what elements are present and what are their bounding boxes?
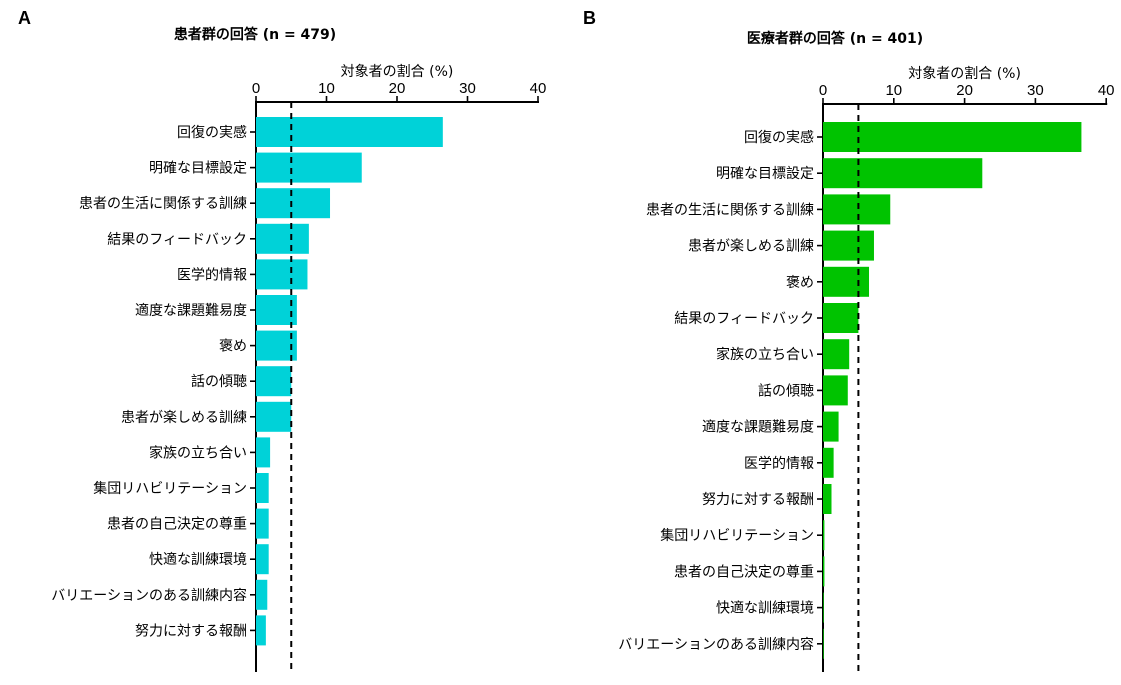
category-label-b-5: 結果のフィードバック: [674, 311, 814, 327]
bar-a-3: [256, 223, 309, 254]
bar-b-14: [823, 628, 824, 659]
category-label-b-4: 褒め: [786, 275, 814, 291]
bar-a-5: [256, 295, 297, 325]
x-tick-label-b-40: 40: [1098, 82, 1115, 99]
category-label-b-14: バリエーションのある訓練内容: [618, 636, 814, 653]
category-label-b-7: 話の傾聴: [758, 382, 814, 399]
bar-b-10: [823, 484, 832, 514]
bar-b-1: [823, 158, 983, 189]
bar-a-1: [256, 152, 362, 183]
bar-b-8: [823, 411, 839, 442]
category-label-b-3: 患者が楽しめる訓練: [688, 239, 814, 255]
bar-a-7: [256, 366, 292, 397]
category-label-b-6: 家族の立ち合い: [716, 346, 814, 363]
bar-b-12: [823, 556, 825, 587]
category-label-a-7: 話の傾聴: [191, 373, 247, 390]
bar-b-5: [823, 303, 859, 333]
bar-a-14: [256, 615, 266, 646]
x-tick-label-b-0: 0: [819, 82, 827, 99]
bar-a-12: [256, 544, 269, 575]
x-tick-label-a-30: 30: [459, 80, 476, 97]
category-label-b-11: 集団リハビリテーション: [660, 527, 814, 544]
x-tick-label-a-10: 10: [318, 80, 335, 97]
category-label-a-14: 努力に対する報酬: [135, 623, 247, 639]
category-label-b-9: 医学的情報: [744, 456, 814, 472]
bar-b-7: [823, 375, 848, 406]
bar-a-9: [256, 437, 271, 468]
category-label-a-13: バリエーションのある訓練内容: [51, 587, 247, 604]
x-tick-label-a-40: 40: [530, 80, 547, 97]
bar-b-4: [823, 266, 870, 297]
category-label-a-0: 回復の実感: [177, 124, 247, 141]
bar-b-9: [823, 447, 834, 478]
bar-b-0: [823, 122, 1082, 152]
category-label-a-12: 快適な訓練環境: [149, 551, 247, 568]
category-label-a-10: 集団リハビリテーション: [93, 480, 247, 497]
x-tick-label-a-20: 20: [389, 80, 406, 97]
bar-b-11: [823, 520, 825, 551]
category-label-b-13: 快適な訓練環境: [716, 600, 814, 617]
x-axis-title-b: 対象者の割合 (%): [908, 65, 1021, 82]
category-label-a-11: 患者の自己決定の尊重: [107, 516, 247, 533]
bar-b-6: [823, 339, 850, 370]
bar-a-2: [256, 188, 331, 219]
category-label-b-2: 患者の生活に関係する訓練: [646, 202, 814, 218]
x-tick-label-a-0: 0: [252, 80, 260, 97]
bar-a-13: [256, 579, 268, 610]
bar-b-2: [823, 194, 891, 225]
bar-b-13: [823, 592, 824, 623]
panel-title-a: 患者群の回答 (n = 479): [173, 27, 337, 43]
category-label-b-1: 明確な目標設定: [716, 166, 814, 182]
x-tick-label-b-20: 20: [956, 82, 973, 99]
bar-a-6: [256, 330, 297, 361]
category-label-a-2: 患者の生活に関係する訓練: [79, 196, 247, 212]
bar-a-4: [256, 259, 308, 290]
category-label-a-9: 家族の立ち合い: [149, 444, 247, 461]
x-tick-label-b-30: 30: [1027, 82, 1044, 99]
category-label-a-1: 明確な目標設定: [149, 161, 247, 177]
bar-a-11: [256, 508, 269, 539]
bar-a-10: [256, 473, 269, 503]
bar-a-0: [256, 117, 443, 147]
category-label-a-4: 医学的情報: [177, 267, 247, 283]
panel-letter-b: B: [583, 8, 596, 28]
category-label-a-3: 結果のフィードバック: [107, 232, 247, 248]
category-label-b-12: 患者の自己決定の尊重: [674, 563, 814, 580]
x-axis-title-a: 対象者の割合 (%): [341, 63, 454, 80]
category-label-a-5: 適度な課題難易度: [135, 302, 247, 319]
panel-title-b: 医療者群の回答 (n = 401): [746, 31, 924, 47]
bar-a-8: [256, 401, 292, 432]
category-label-a-8: 患者が楽しめる訓練: [121, 410, 247, 426]
category-label-a-6: 褒め: [219, 339, 247, 355]
x-tick-label-b-10: 10: [885, 82, 902, 99]
bar-b-3: [823, 230, 874, 261]
category-label-b-0: 回復の実感: [744, 129, 814, 146]
panel-letter-a: A: [18, 8, 31, 28]
category-label-b-10: 努力に対する報酬: [702, 492, 814, 508]
category-label-b-8: 適度な課題難易度: [702, 419, 814, 436]
